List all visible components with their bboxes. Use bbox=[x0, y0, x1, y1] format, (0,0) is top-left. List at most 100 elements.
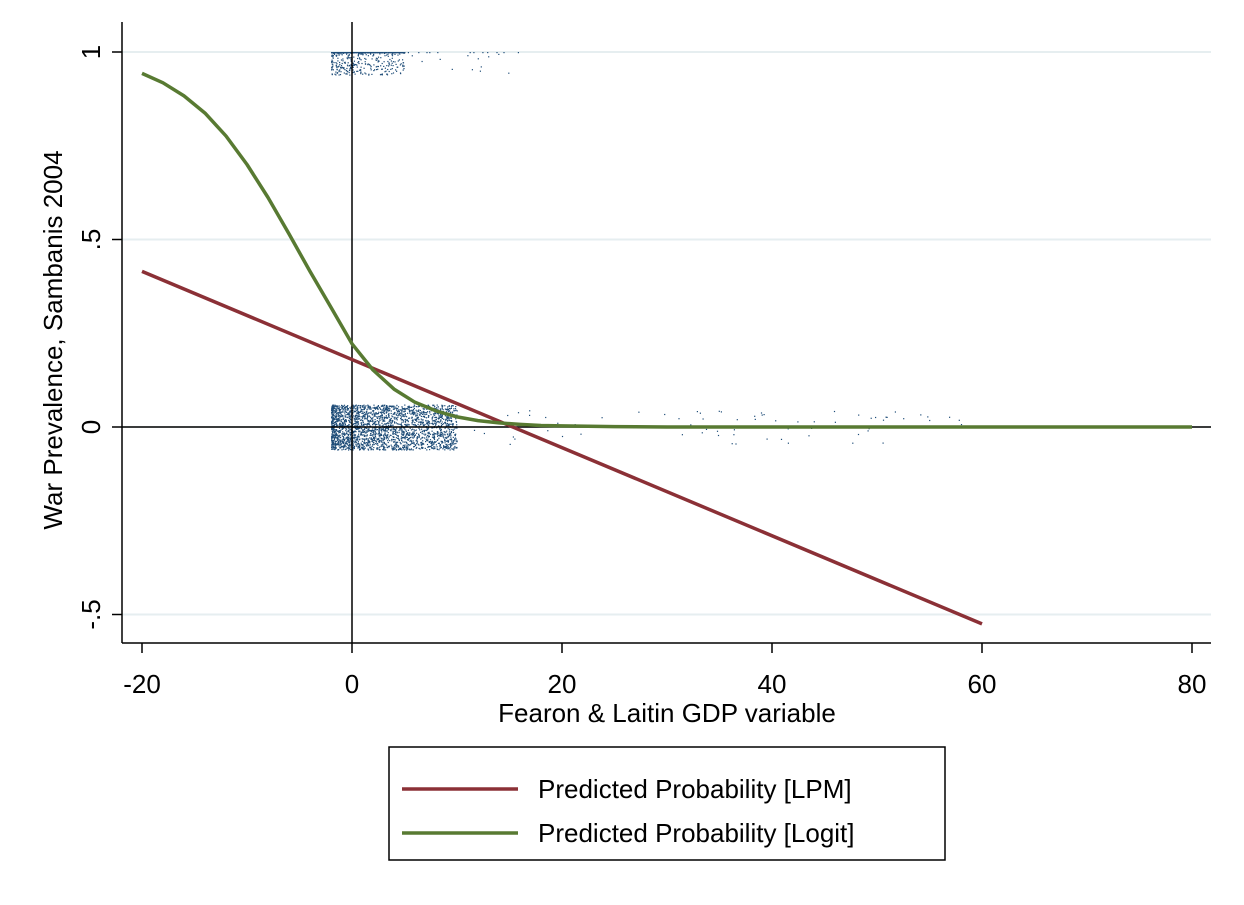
scatter-point bbox=[425, 419, 427, 422]
scatter-point bbox=[454, 447, 456, 449]
scatter-point bbox=[382, 417, 384, 419]
scatter-point bbox=[386, 417, 388, 419]
scatter-point bbox=[358, 436, 360, 438]
scatter-point bbox=[398, 423, 400, 425]
scatter-point bbox=[364, 52, 366, 54]
scatter-point bbox=[391, 62, 393, 64]
scatter-point bbox=[388, 416, 390, 419]
scatter-point bbox=[433, 407, 435, 409]
scatter-point bbox=[363, 67, 365, 69]
scatter-point bbox=[387, 440, 389, 442]
scatter-point bbox=[417, 406, 419, 408]
scatter-point bbox=[348, 441, 350, 443]
scatter-point bbox=[438, 432, 440, 434]
scatter-point bbox=[379, 416, 381, 418]
scatter-point bbox=[339, 410, 341, 412]
scatter-point bbox=[373, 439, 375, 441]
scatter-point bbox=[334, 440, 336, 442]
scatter-point bbox=[356, 443, 359, 445]
scatter-point bbox=[357, 412, 359, 414]
scatter-point bbox=[333, 52, 335, 54]
scatter-point bbox=[356, 427, 359, 429]
scatter-point bbox=[341, 424, 343, 426]
scatter-point bbox=[364, 415, 366, 417]
scatter-point bbox=[417, 416, 419, 418]
scatter-point bbox=[331, 440, 333, 442]
scatter-point bbox=[347, 416, 349, 419]
scatter-point bbox=[341, 407, 344, 409]
scatter-point bbox=[361, 447, 363, 450]
scatter-point bbox=[346, 413, 349, 415]
scatter-point bbox=[376, 407, 378, 409]
scatter-point bbox=[413, 436, 415, 438]
scatter-point bbox=[439, 408, 441, 410]
scatter-point bbox=[400, 424, 402, 426]
scatter-point bbox=[398, 409, 400, 411]
scatter-point bbox=[433, 446, 435, 448]
scatter-point bbox=[393, 407, 395, 409]
scatter-point bbox=[352, 62, 354, 64]
scatter-point bbox=[431, 440, 433, 442]
scatter-point bbox=[336, 414, 338, 416]
scatter-point bbox=[638, 411, 640, 413]
scatter-point bbox=[341, 428, 343, 430]
scatter-point bbox=[424, 434, 426, 436]
scatter-point bbox=[331, 444, 333, 446]
scatter-point bbox=[455, 418, 457, 420]
scatter-point bbox=[418, 419, 420, 421]
scatter-point bbox=[391, 73, 393, 75]
scatter-point bbox=[362, 405, 364, 407]
scatter-point bbox=[358, 430, 360, 432]
scatter-point bbox=[355, 431, 357, 433]
scatter-point bbox=[391, 422, 393, 424]
scatter-point bbox=[410, 434, 412, 436]
scatter-point bbox=[367, 405, 369, 407]
scatter-point bbox=[425, 439, 428, 441]
scatter-point bbox=[401, 425, 403, 427]
scatter-point bbox=[512, 436, 514, 438]
scatter-point bbox=[360, 410, 362, 412]
scatter-point bbox=[372, 430, 374, 432]
scatter-point bbox=[392, 416, 394, 418]
scatter-point bbox=[346, 57, 348, 59]
scatter-point bbox=[450, 417, 452, 419]
scatter-point bbox=[391, 406, 394, 408]
scatter-point bbox=[404, 446, 406, 449]
scatter-point bbox=[388, 420, 390, 422]
scatter-point bbox=[366, 431, 368, 433]
scatter-point bbox=[379, 436, 381, 438]
scatter-point bbox=[356, 436, 358, 438]
scatter-point bbox=[417, 410, 419, 412]
scatter-point bbox=[369, 420, 371, 422]
scatter-point bbox=[363, 435, 365, 437]
scatter-point bbox=[366, 445, 368, 447]
scatter-point bbox=[423, 410, 425, 412]
scatter-point bbox=[405, 433, 408, 436]
scatter-point bbox=[343, 408, 346, 410]
scatter-point bbox=[347, 439, 349, 441]
scatter-point bbox=[392, 408, 394, 410]
scatter-point bbox=[357, 415, 359, 417]
scatter-point bbox=[357, 422, 359, 424]
scatter-point bbox=[366, 444, 368, 446]
scatter-point bbox=[344, 419, 346, 421]
scatter-point bbox=[431, 420, 434, 422]
scatter-point bbox=[716, 430, 719, 432]
scatter-point bbox=[408, 424, 410, 426]
scatter-point bbox=[387, 441, 389, 444]
scatter-point bbox=[403, 65, 405, 67]
scatter-point bbox=[390, 410, 392, 412]
scatter-point bbox=[368, 422, 370, 424]
scatter-point bbox=[341, 433, 343, 435]
scatter-point bbox=[426, 440, 428, 442]
scatter-point bbox=[337, 442, 339, 444]
scatter-point bbox=[427, 446, 429, 448]
scatter-point bbox=[450, 412, 452, 414]
scatter-point bbox=[400, 415, 402, 417]
legend: Predicted Probability [LPM]Predicted Pro… bbox=[388, 746, 946, 861]
scatter-point bbox=[418, 436, 420, 439]
scatter-point bbox=[449, 428, 451, 430]
scatter-point bbox=[339, 441, 341, 443]
scatter-point bbox=[362, 415, 364, 417]
scatter-point bbox=[387, 438, 389, 440]
